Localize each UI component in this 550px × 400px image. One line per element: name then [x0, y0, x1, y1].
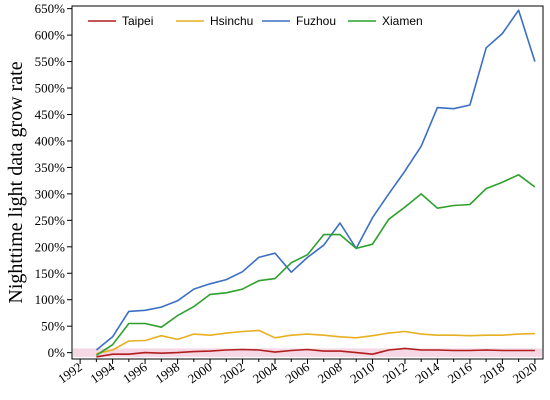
plot-frame — [71, 5, 544, 360]
series-lines — [95, 9, 536, 358]
y-tick-label: 50% — [41, 319, 65, 334]
y-tick-label: 600% — [35, 28, 66, 43]
y-tick-label: 650% — [35, 1, 66, 16]
zero-band — [73, 348, 542, 357]
y-tick-label: 250% — [35, 213, 66, 228]
y-tick-label: 550% — [35, 54, 66, 69]
y-tick-label: 150% — [35, 266, 66, 281]
y-tick-label: 100% — [35, 292, 66, 307]
series-line-hsinchu — [96, 329, 535, 355]
legend-label-xiamen: Xiamen — [382, 14, 423, 28]
y-axis-ticks: 0% 50% 100% 150% 200% 250% 300% 350% 400% 450% 500… — [35, 1, 72, 360]
y-tick-label: 400% — [35, 133, 66, 148]
y-tick-label: 500% — [35, 81, 66, 96]
series-line-taipei — [96, 347, 535, 358]
legend-label-taipei: Taipei — [122, 14, 153, 28]
y-tick-label: 200% — [35, 239, 66, 254]
legend-label-hsinchu: Hsinchu — [210, 14, 253, 28]
y-tick-label: 450% — [35, 107, 66, 122]
series-line-fuzhou — [95, 9, 536, 351]
series-line-xiamen — [95, 174, 536, 356]
y-axis-label: Nighttime light data grow rate — [5, 61, 27, 303]
y-tick-label: 350% — [35, 160, 66, 175]
y-tick-label: 300% — [35, 186, 66, 201]
y-tick-label: 0% — [48, 345, 66, 360]
legend: Taipei Hsinchu Fuzhou Xiamen — [88, 14, 423, 28]
legend-label-fuzhou: Fuzhou — [296, 14, 336, 28]
